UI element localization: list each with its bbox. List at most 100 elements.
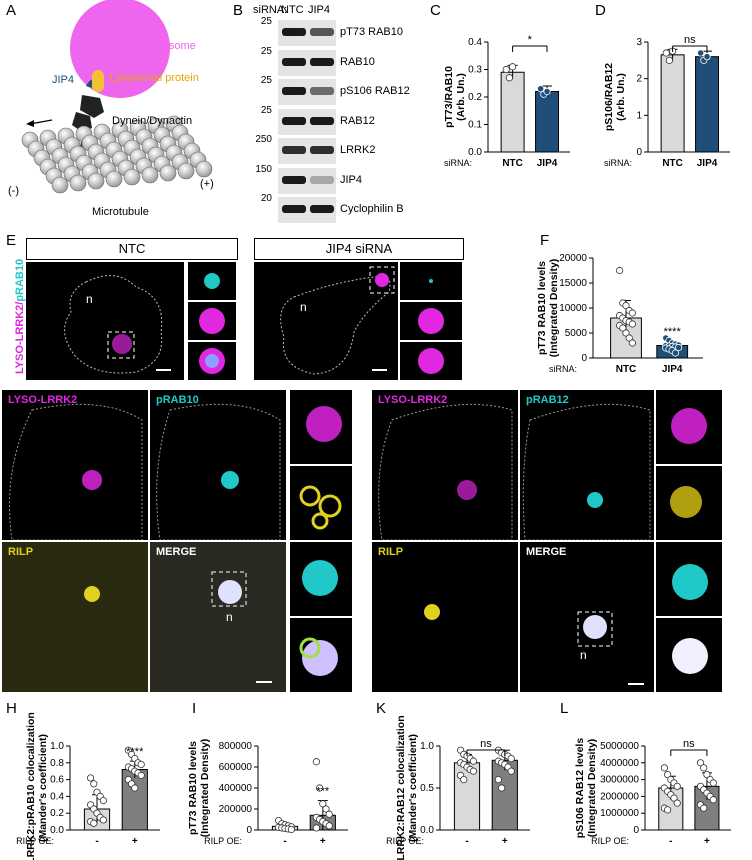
- blot-row: [278, 20, 336, 46]
- y-tick-label: 5000: [565, 328, 588, 339]
- g-prab10-label: pRAB10: [156, 394, 199, 406]
- j-inset-magenta: [656, 390, 722, 464]
- y-tick-label: 2: [636, 74, 642, 85]
- x-tick-label: +: [132, 836, 138, 847]
- panel-label-b: B: [233, 2, 244, 19]
- data-point: [625, 334, 633, 342]
- minus-end-label: (-): [8, 185, 19, 197]
- data-point: [131, 784, 139, 792]
- bar: [535, 91, 560, 153]
- e-ntc-inset-cyan: [188, 262, 236, 300]
- y-axis-label: pS106/RAB12: [603, 63, 615, 131]
- y-axis-label: pT73 RAB10 levels: [536, 261, 548, 355]
- e-ntc-inset-merge: [188, 342, 236, 380]
- e-jip4-inset-merge: [400, 342, 462, 380]
- y-tick-label: 2000000: [600, 791, 639, 802]
- blot-band: [310, 28, 334, 36]
- data-point: [508, 63, 517, 71]
- g-merge-label: MERGE: [156, 546, 197, 558]
- blot-band: [282, 57, 306, 66]
- y-tick-label: 0.6: [50, 775, 64, 786]
- data-point: [469, 767, 477, 775]
- j-rilp-image: [372, 542, 518, 692]
- data-point: [99, 816, 108, 824]
- y-tick-label: 600000: [219, 762, 253, 773]
- j-merge-image: [520, 542, 654, 692]
- y-axis-label: pT73/RAB10: [443, 66, 455, 128]
- y-tick-label: 3000000: [600, 775, 639, 786]
- g-lyso-image: [2, 390, 148, 541]
- data-point: [671, 349, 680, 357]
- y-axis-label: (Integrated Density): [586, 739, 598, 838]
- blot-band: [282, 146, 306, 154]
- j-nucleus: n: [580, 648, 587, 662]
- y-axis-label: pT73 RAB10 levels: [187, 741, 199, 835]
- y-tick-label: 1.0: [420, 741, 434, 752]
- y-tick-label: 0.3: [468, 65, 482, 76]
- y-tick-label: 0.5: [420, 783, 434, 794]
- blot-row: [278, 108, 336, 135]
- panel-label-l: L: [560, 700, 569, 717]
- data-point: [502, 65, 510, 74]
- x-prefix: RILP OE:: [386, 836, 424, 846]
- data-point: [469, 757, 477, 765]
- data-point: [660, 764, 669, 772]
- panel-label-d: D: [595, 2, 606, 19]
- x-tick-label: +: [704, 836, 710, 847]
- y-tick-label: 0.4: [468, 37, 482, 48]
- e-jip4-nucleus: n: [300, 300, 307, 314]
- blot-label: JIP4: [340, 173, 363, 186]
- data-point: [507, 754, 515, 763]
- j-inset-merge: [656, 618, 722, 692]
- data-point: [622, 301, 630, 310]
- significance-label: ***: [316, 786, 330, 798]
- panel-label-k: K: [376, 700, 387, 717]
- x-tick-label: +: [320, 836, 326, 847]
- x-tick-label: JIP4: [537, 158, 558, 169]
- data-point: [90, 780, 98, 788]
- y-tick-label: 4000000: [600, 758, 639, 769]
- data-point: [99, 796, 108, 805]
- lane-jip4: JIP4: [308, 4, 331, 16]
- y-axis-label: (Integrated Density): [548, 259, 560, 358]
- x-tick-label: -: [283, 836, 286, 847]
- data-point: [709, 779, 717, 787]
- j-prab12-label: pRAB12: [526, 394, 569, 406]
- x-tick-label: NTC: [662, 158, 683, 169]
- y-tick-label: 20000: [559, 253, 587, 264]
- blot-mw: 250: [255, 134, 272, 145]
- blot-band: [310, 175, 334, 184]
- significance-label: *: [528, 34, 533, 46]
- y-tick-label: 10000: [559, 303, 587, 314]
- y-axis-label: (Mander's coefficient): [37, 734, 49, 842]
- blot-label: Cyclophilin B: [340, 203, 404, 215]
- g-inset-yellow: [290, 466, 352, 540]
- data-point: [90, 819, 98, 827]
- panel-label-e: E: [6, 232, 17, 249]
- y-tick-label: 0.2: [468, 92, 482, 103]
- g-merge-image: [150, 542, 286, 692]
- data-point: [287, 825, 295, 834]
- data-point: [709, 796, 717, 804]
- data-point: [628, 320, 637, 328]
- data-point: [312, 824, 320, 832]
- microtubule-label: Microtubule: [92, 206, 149, 218]
- y-tick-label: 0.0: [468, 147, 482, 158]
- data-point: [315, 784, 324, 792]
- blot-label: pS106 RAB12: [340, 85, 410, 97]
- blot-label: RAB12: [340, 114, 375, 127]
- e-jip4-inset-cyan: [400, 262, 462, 300]
- j-inset-cyan: [656, 542, 722, 616]
- data-point: [494, 775, 502, 784]
- y-tick-label: 0.1: [468, 120, 482, 131]
- significance-label: ns: [480, 738, 492, 750]
- data-point: [700, 804, 708, 812]
- blot-row: [278, 49, 336, 76]
- y-tick-label: 1000000: [600, 808, 639, 819]
- data-point: [319, 800, 327, 808]
- data-point: [325, 810, 333, 818]
- blot-mw: 25: [260, 16, 272, 27]
- y-axis-label: LRRK2:pRAB10 colocalization: [25, 712, 37, 860]
- y-tick-label: 15000: [559, 278, 587, 289]
- data-point: [87, 774, 95, 782]
